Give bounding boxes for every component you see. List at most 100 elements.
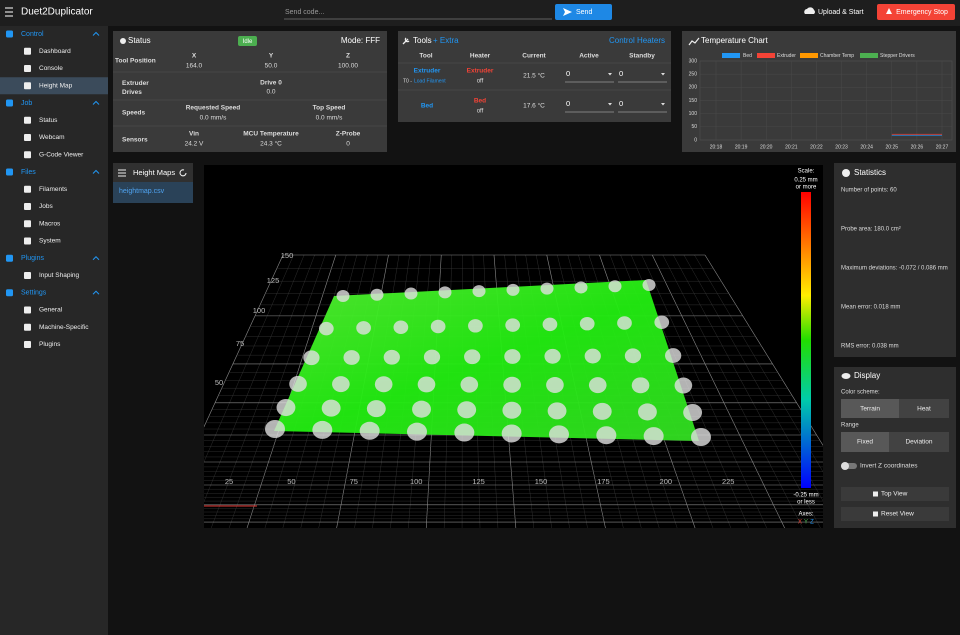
range-button[interactable] — [889, 432, 949, 452]
sidebar-item[interactable]: Console — [39, 65, 63, 72]
x-tick-label: 20:24 — [860, 144, 873, 150]
sidebar-section[interactable]: Plugins — [21, 255, 44, 262]
tool-name[interactable]: Bed — [421, 103, 433, 110]
select-arrow — [608, 73, 612, 76]
view-button[interactable] — [841, 487, 949, 501]
standby-temperature-select[interactable]: 0 — [619, 99, 623, 108]
standby-temperature-select[interactable]: 0 — [619, 69, 623, 78]
speed-value: 0.0 mm/s — [316, 115, 343, 122]
status-badge — [238, 36, 257, 46]
axis-header: Z — [346, 53, 350, 60]
control-heaters-button[interactable]: Control Heaters — [609, 36, 665, 45]
sidebar-item[interactable]: Filaments — [39, 186, 68, 193]
panel-title: Statistics — [854, 168, 886, 177]
code-input-placeholder: Send code... — [285, 9, 324, 16]
sensor-header: Z-Probe — [336, 131, 361, 138]
eye-icon — [841, 373, 851, 379]
probe-point — [544, 348, 561, 364]
x-axis-label: 75 — [350, 477, 358, 486]
selected-item-bg — [0, 77, 108, 95]
axis-value: 100.00 — [338, 63, 358, 70]
x-axis-label: 125 — [472, 477, 485, 486]
sidebar-item[interactable]: Webcam — [39, 134, 65, 141]
sidebar-item[interactable]: Plugins — [39, 341, 61, 348]
send-button[interactable] — [555, 4, 612, 20]
sidebar-item[interactable]: Macros — [39, 220, 61, 227]
legend-swatch[interactable] — [757, 53, 775, 58]
probe-point — [608, 280, 622, 293]
grid-line-3d — [683, 254, 823, 502]
range-button[interactable] — [841, 432, 889, 452]
probe-point — [407, 422, 427, 441]
color-scheme-button[interactable] — [899, 399, 949, 418]
axis-legend: X — [798, 520, 802, 526]
active-temperature-select[interactable]: 0 — [566, 69, 570, 78]
sidebar-item[interactable]: G-Code Viewer — [39, 151, 84, 158]
item-icon — [24, 47, 31, 55]
sidebar-section[interactable]: Settings — [21, 290, 47, 297]
heater-name[interactable]: Extruder — [467, 68, 494, 75]
statistic: Number of points: 60 — [841, 188, 897, 194]
view-button[interactable] — [841, 507, 949, 521]
color-scheme-button[interactable] — [841, 399, 899, 418]
height-map-file[interactable]: heightmap.csv — [119, 188, 165, 195]
heater-state: off — [477, 109, 484, 115]
button-label: Fixed — [857, 439, 873, 446]
sidebar-section[interactable]: Control — [21, 31, 44, 38]
statistic: RMS error: 0.038 mm — [841, 344, 899, 350]
probe-point — [549, 425, 569, 444]
sidebar-item[interactable]: Status — [39, 117, 58, 124]
legend-label: Chamber Temp — [820, 53, 854, 59]
load-filament-link[interactable]: Load Filament — [414, 78, 446, 84]
statistic: Probe area: 180.0 cm² — [841, 227, 901, 233]
active-temperature-select[interactable]: 0 — [566, 99, 570, 108]
chevron — [92, 31, 100, 36]
sidebar-section[interactable]: Files — [21, 169, 36, 176]
probe-point — [454, 423, 475, 442]
probe-point — [588, 377, 607, 394]
probe-point — [417, 376, 436, 393]
status-icon — [120, 38, 126, 44]
y-axis-label: 100 — [253, 306, 266, 315]
sidebar-item[interactable]: Machine-Specific — [39, 324, 89, 331]
legend-label: Bed — [743, 53, 752, 59]
heater-name[interactable]: Bed — [474, 98, 486, 105]
sidebar-item[interactable]: System — [39, 238, 61, 245]
sensor-value: 0 — [346, 141, 350, 148]
upload-icon[interactable] — [804, 7, 815, 14]
legend-swatch[interactable] — [860, 53, 878, 58]
x-tick-label: 20:19 — [735, 144, 748, 150]
probe-point — [332, 376, 350, 393]
menu-icon[interactable] — [5, 7, 13, 17]
sidebar-item[interactable]: General — [39, 307, 63, 314]
button-label: Reset View — [881, 511, 914, 518]
emergency-button[interactable] — [877, 4, 955, 20]
legend-swatch[interactable] — [722, 53, 740, 58]
extra-button[interactable]: + Extra — [433, 36, 459, 45]
sidebar-section[interactable]: Job — [21, 100, 32, 107]
axes-title: Axes: — [798, 512, 813, 518]
legend-label: Stepper Drivers — [880, 53, 915, 59]
drive-header: Drive 0 — [260, 80, 282, 87]
probe-point — [617, 316, 632, 330]
height-map-file-item[interactable] — [113, 182, 193, 203]
x-axis-label: 175 — [597, 477, 610, 486]
item-icon — [24, 220, 31, 228]
tool-name[interactable]: Extruder — [414, 68, 441, 75]
legend-swatch[interactable] — [800, 53, 818, 58]
sidebar-item[interactable]: Height Map — [39, 82, 73, 89]
probe-point — [665, 348, 682, 363]
x-tick-label: 20:22 — [810, 144, 823, 150]
wrench-icon — [402, 37, 410, 45]
sidebar-item[interactable]: Dashboard — [39, 48, 71, 55]
refresh-icon[interactable] — [179, 169, 187, 177]
panel-title: Temperature Chart — [701, 36, 768, 45]
sidebar-item[interactable]: Input Shaping — [39, 272, 80, 279]
x-axis-label: 150 — [535, 477, 548, 486]
app-title: Duet2Duplicator — [21, 7, 93, 18]
probe-point — [265, 420, 285, 438]
y-tick-label: 250 — [689, 71, 698, 77]
probe-point — [374, 376, 393, 393]
sidebar-item[interactable]: Jobs — [39, 203, 53, 210]
grid-line-3d — [673, 254, 821, 528]
